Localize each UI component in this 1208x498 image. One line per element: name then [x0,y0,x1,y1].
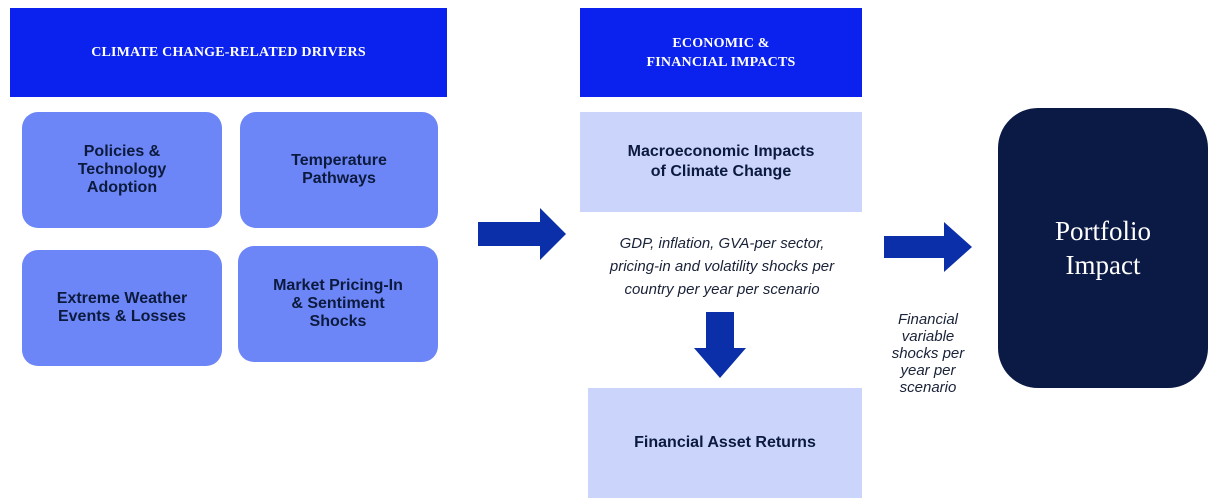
driver-box: Market Pricing-In & Sentiment Shocks [238,246,438,362]
driver-box: Extreme Weather Events & Losses [22,250,222,366]
text-line: Extreme Weather [56,290,188,307]
text-line: Shocks [309,313,367,330]
text-line: Temperature [291,152,387,169]
text-line: of Climate Change [650,163,792,180]
arrow-right [478,208,566,260]
text-line: Adoption [86,179,158,196]
text-line: variable [901,327,955,345]
text-line: pricing-in and volatility shocks per [609,257,835,275]
arrow-right [884,222,972,272]
text-line: Pathways [302,170,376,187]
driver-box: Temperature Pathways [240,112,438,228]
text-line: shocks per [891,344,965,362]
returns-box: Financial Asset Returns [588,388,862,498]
text-line: FINANCIAL IMPACTS [646,54,796,70]
text-line: scenario [899,378,957,396]
text-line: Policies & [83,143,161,160]
text-line: Financial [897,310,959,328]
drivers-header: CLIMATE CHANGE-RELATED DRIVERS [10,8,447,97]
portfolio-box: Portfolio Impact [998,108,1208,388]
text-line: Macroeconomic Impacts [627,143,815,160]
text-line: Impact [1065,250,1141,280]
text-line: country per year per scenario [624,280,820,298]
text-line: Portfolio [1054,216,1151,246]
text-line: year per [900,361,956,379]
macro-box: Macroeconomic Impacts of Climate Change [580,112,862,212]
text-line: & Sentiment [291,295,385,312]
text-line: Technology [77,161,167,178]
text-line: Events & Losses [57,308,187,325]
text-line: GDP, inflation, GVA-per sector, [619,234,825,252]
macro-note: GDP, inflation, GVA-per sector, pricing-i… [560,228,884,304]
arrow-down [694,312,746,378]
text-line: Market Pricing-In [273,277,403,294]
driver-box: Policies & Technology Adoption [22,112,222,228]
impacts-header: ECONOMIC & FINANCIAL IMPACTS [580,8,862,97]
text-line: ECONOMIC & [672,35,770,51]
financial-note: Financial variable shocks per year per scena… [870,300,986,406]
